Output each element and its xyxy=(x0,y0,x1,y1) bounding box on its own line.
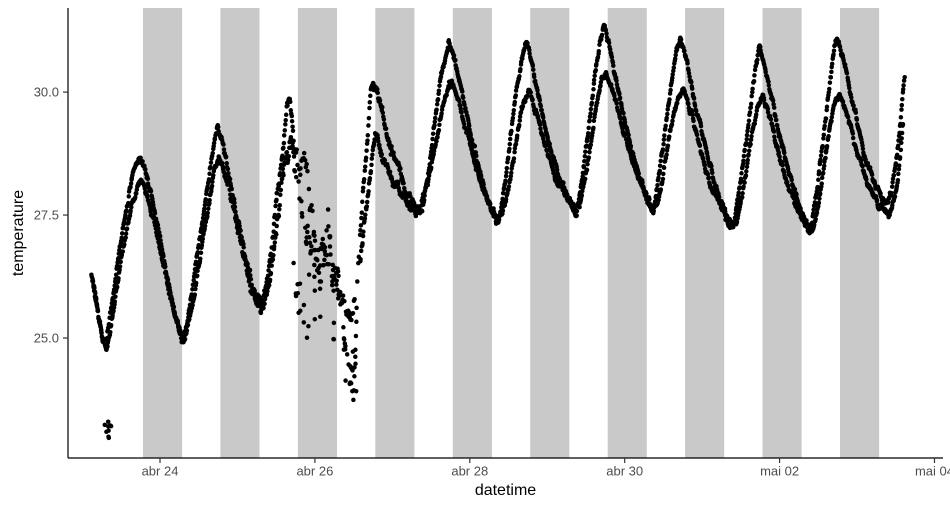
x-tick-label: abr 28 xyxy=(451,464,488,479)
night-band xyxy=(297,8,337,458)
y-axis: 25.0 27.5 30.0 xyxy=(34,8,69,458)
x-tick-label: mai 02 xyxy=(760,464,799,479)
x-axis-title: datetime xyxy=(475,482,536,499)
night-band xyxy=(375,8,415,458)
night-band xyxy=(607,8,647,458)
x-tick-label: abr 30 xyxy=(606,464,643,479)
x-tick-label: abr 24 xyxy=(142,464,179,479)
night-bands xyxy=(143,8,880,458)
x-axis: abr 24 abr 26 abr 28 abr 30 mai 02 mai 04 xyxy=(68,457,950,479)
night-band xyxy=(143,8,183,458)
data-points xyxy=(89,22,907,441)
y-tick-label: 30.0 xyxy=(34,85,59,100)
x-tick-label: mai 04 xyxy=(915,464,950,479)
night-band xyxy=(840,8,880,458)
y-tick-label: 25.0 xyxy=(34,331,59,346)
axes: abr 24 abr 26 abr 28 abr 30 mai 02 mai 04 25.… xyxy=(34,8,950,479)
night-band xyxy=(530,8,570,458)
y-tick-label: 27.5 xyxy=(34,208,59,223)
y-axis-title: temperature xyxy=(10,190,27,276)
x-tick-label: abr 26 xyxy=(296,464,333,479)
